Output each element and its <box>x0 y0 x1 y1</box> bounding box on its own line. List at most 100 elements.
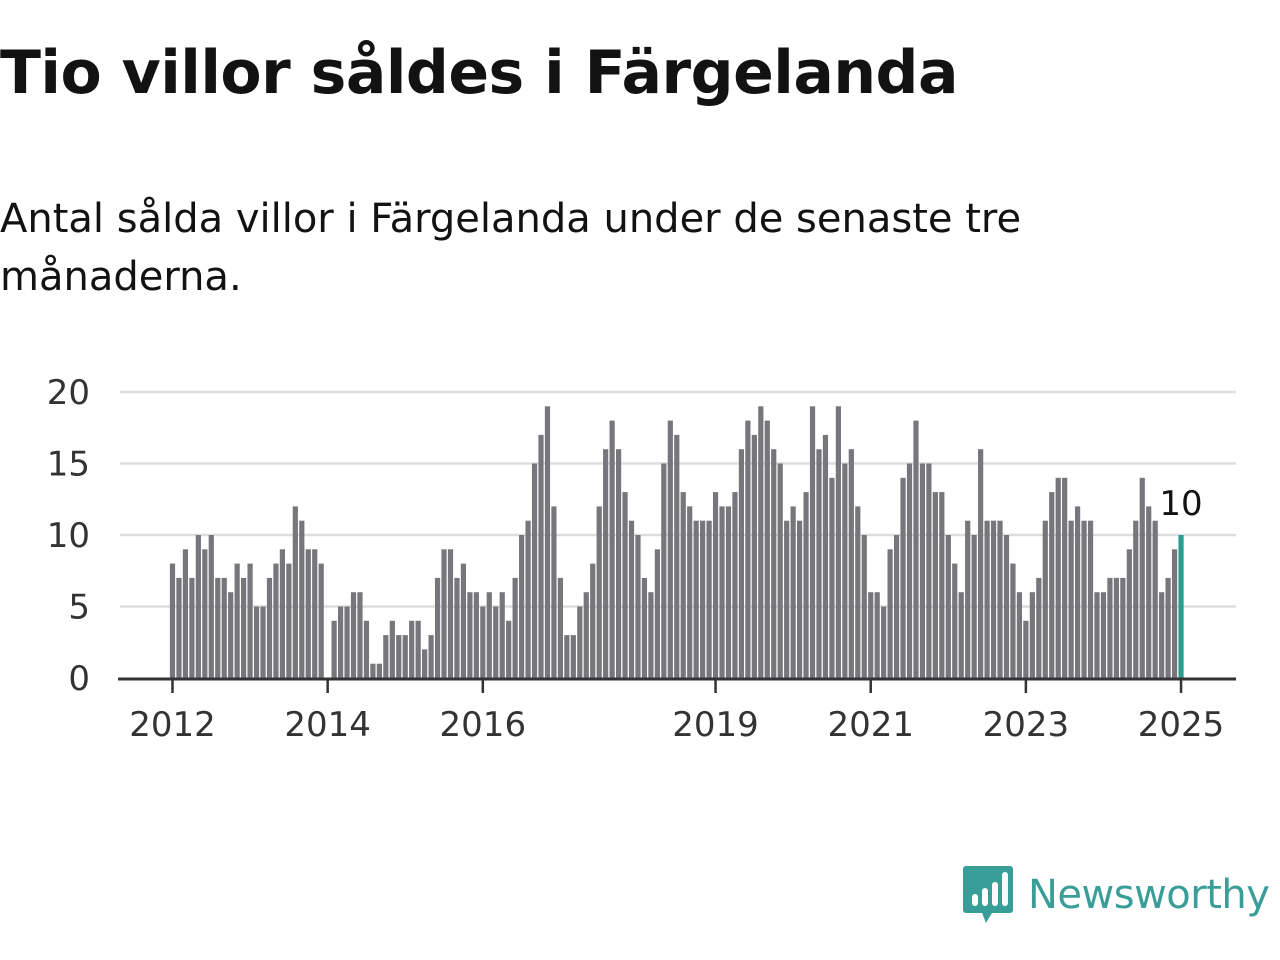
bar <box>221 577 227 678</box>
bar <box>635 535 641 678</box>
bar <box>855 506 861 678</box>
bar <box>247 563 253 678</box>
bar <box>758 406 764 678</box>
bar <box>344 606 350 678</box>
bar <box>667 420 673 678</box>
bar <box>984 520 990 678</box>
bar <box>169 563 176 678</box>
bar <box>1081 520 1087 678</box>
bar <box>971 535 977 678</box>
bar <box>506 620 512 678</box>
bar <box>182 549 189 678</box>
bar <box>835 406 841 678</box>
bar <box>305 549 311 678</box>
bar <box>1146 506 1152 678</box>
bar <box>939 492 945 678</box>
bar <box>473 592 479 678</box>
bar <box>1010 563 1016 678</box>
bar <box>725 506 732 678</box>
bar <box>1075 506 1081 678</box>
bar <box>1159 592 1165 678</box>
bar <box>460 563 467 678</box>
bar <box>292 506 298 678</box>
bar <box>1055 477 1061 678</box>
bar <box>590 563 596 678</box>
bar <box>803 492 809 678</box>
y-tick-label: 10 <box>47 516 90 556</box>
bar <box>900 477 906 678</box>
bar-chart: 0 5 10 15 20 2012 2014 2016 2019 2021 2023 2025 10 <box>47 373 1236 745</box>
bar <box>842 463 848 678</box>
bar <box>396 635 402 678</box>
bar <box>454 577 460 678</box>
bar <box>648 592 654 678</box>
bar <box>615 449 622 678</box>
bar <box>945 535 951 678</box>
bar <box>544 406 551 678</box>
bar <box>1029 592 1035 678</box>
bar <box>279 549 285 678</box>
bar <box>848 449 854 678</box>
bar <box>428 635 434 678</box>
bar <box>357 592 363 678</box>
chart-subtitle: Antal sålda villor i Färgelanda under de… <box>0 196 1022 300</box>
bar <box>1165 577 1171 678</box>
bar <box>376 663 382 678</box>
bar <box>415 620 421 678</box>
bar <box>389 620 395 678</box>
bar <box>299 520 305 678</box>
bar <box>1087 520 1094 678</box>
bar <box>777 463 783 678</box>
bar <box>241 577 247 678</box>
bar <box>881 606 887 678</box>
bar <box>551 506 557 678</box>
bar <box>687 506 693 678</box>
bar <box>1100 592 1107 678</box>
bar <box>1042 520 1048 678</box>
x-tick-label: 2016 <box>440 705 527 745</box>
bar <box>1016 592 1023 678</box>
bar <box>208 535 214 678</box>
bar <box>641 577 648 678</box>
bar <box>525 520 531 678</box>
y-axis-ticks: 0 5 10 15 20 <box>47 373 90 699</box>
bar <box>337 606 344 678</box>
bar <box>422 649 428 678</box>
x-tick-label: 2014 <box>284 705 371 745</box>
bars <box>169 406 1184 678</box>
bar <box>577 606 583 678</box>
y-tick-label: 15 <box>47 445 90 485</box>
bar <box>266 577 273 678</box>
bar <box>499 592 505 678</box>
bar <box>874 592 880 678</box>
bar <box>861 535 867 678</box>
bar <box>312 549 318 678</box>
bar <box>1107 577 1113 678</box>
bar <box>596 506 602 678</box>
bar <box>906 463 913 678</box>
bar <box>512 577 518 678</box>
x-tick-label: 2025 <box>1138 705 1225 745</box>
bar <box>816 449 822 678</box>
bar <box>318 563 324 678</box>
bar <box>176 577 182 678</box>
bar <box>1152 520 1158 678</box>
bar <box>519 535 525 678</box>
bar <box>402 635 408 678</box>
bar <box>732 492 738 678</box>
bar <box>887 549 893 678</box>
bar <box>234 563 240 678</box>
bar <box>189 577 195 678</box>
bar <box>383 635 389 678</box>
bar <box>1113 577 1119 678</box>
bar <box>538 434 544 678</box>
bar <box>700 520 706 678</box>
bar <box>228 592 234 678</box>
bar <box>712 492 719 678</box>
bar <box>531 463 538 678</box>
bar <box>564 635 570 678</box>
bar <box>1171 549 1178 678</box>
bar <box>958 592 964 678</box>
y-tick-label: 5 <box>68 588 90 628</box>
bar <box>603 449 609 678</box>
